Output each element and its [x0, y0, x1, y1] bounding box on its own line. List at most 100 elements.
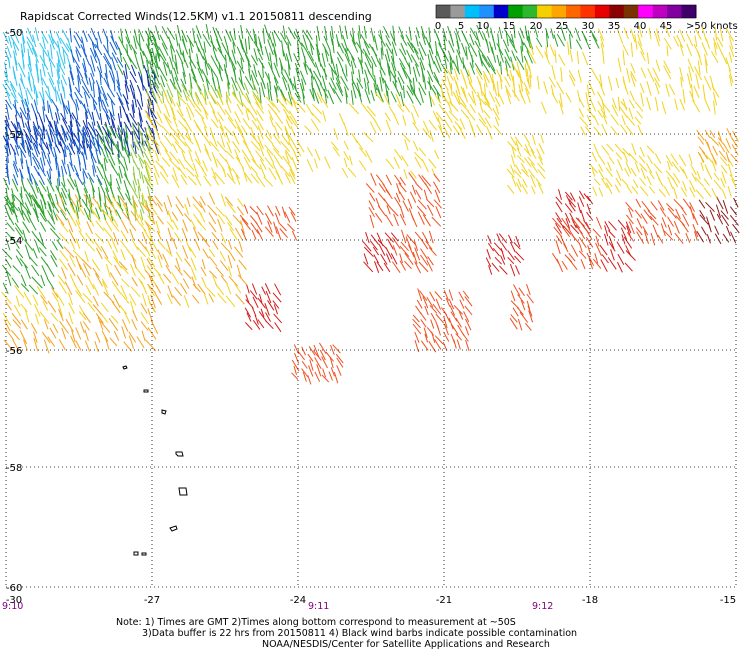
legend-swatch: [638, 5, 654, 18]
wind-barb: [261, 62, 264, 78]
wind-barb: [111, 164, 119, 176]
wind-barb: [117, 127, 121, 141]
wind-barb: [428, 247, 437, 257]
wind-barb: [61, 98, 69, 115]
wind-barb: [516, 147, 522, 157]
wind-barb: [182, 219, 188, 232]
wind-barb: [82, 168, 89, 179]
wind-barb: [511, 50, 517, 61]
wind-barb: [174, 141, 186, 154]
wind-barb: [248, 36, 251, 50]
wind-barb: [225, 281, 232, 295]
wind-barb: [400, 241, 409, 252]
wind-barb: [130, 44, 138, 55]
wind-barb: [284, 127, 291, 142]
wind-barb: [284, 172, 291, 184]
wind-barb: [663, 185, 671, 196]
wind-barb: [143, 64, 150, 79]
wind-barb: [458, 95, 467, 108]
wind-barb: [616, 261, 623, 273]
wind-barb: [47, 134, 53, 150]
wind-barb: [140, 256, 146, 270]
wind-barb: [488, 71, 494, 84]
wind-barb: [244, 53, 252, 68]
wind-barb: [281, 103, 291, 115]
wind-barb: [610, 114, 619, 126]
wind-barb: [641, 200, 650, 212]
wind-barb: [133, 200, 137, 213]
wind-barb: [227, 255, 233, 269]
wind-barb: [141, 293, 147, 307]
wind-barb: [5, 121, 8, 137]
wind-barb: [1, 264, 12, 277]
wind-barb: [555, 222, 563, 234]
wind-barb: [617, 96, 621, 112]
wind-barb: [421, 231, 429, 244]
wind-barb: [553, 226, 563, 238]
wind-barb: [257, 48, 264, 61]
wind-barb: [154, 292, 163, 306]
wind-barb: [51, 241, 58, 251]
wind-barb: [394, 196, 402, 209]
wind-barb: [385, 247, 393, 260]
wind-barb: [705, 201, 715, 213]
wind-barb: [577, 90, 581, 102]
wind-barb: [330, 141, 339, 151]
wind-barb: [108, 109, 116, 121]
wind-barb: [235, 156, 245, 169]
wind-barb: [374, 212, 383, 223]
wind-barb: [489, 41, 494, 54]
wind-barb: [169, 40, 176, 53]
wind-barb: [103, 178, 109, 193]
wind-barb: [64, 146, 67, 158]
wind-barb: [20, 202, 32, 216]
wind-barb: [324, 26, 328, 41]
wind-barb: [4, 132, 10, 145]
wind-barb: [206, 287, 216, 297]
wind-barb: [76, 200, 80, 212]
wind-barb: [192, 196, 203, 209]
wind-barb: [185, 134, 194, 145]
wind-barb: [336, 357, 344, 368]
wind-barb: [716, 36, 724, 48]
wind-barb: [83, 208, 90, 221]
wind-barb: [264, 226, 274, 237]
wind-barb: [570, 224, 580, 235]
wind-barb: [152, 69, 161, 85]
wind-speed-legend: 051015202530354045>50 knots: [435, 4, 738, 32]
wind-barb: [176, 128, 186, 140]
wind-barb: [452, 125, 461, 136]
wind-barb: [62, 104, 66, 120]
wind-barb: [48, 203, 53, 214]
wind-barb: [678, 154, 687, 167]
wind-barb: [153, 62, 160, 78]
wind-barb: [483, 94, 491, 109]
wind-barb: [455, 89, 461, 104]
wind-barb: [347, 167, 357, 178]
wind-barb: [527, 35, 534, 50]
wind-barb: [350, 90, 354, 105]
wind-barb: [204, 61, 208, 76]
wind-barb: [565, 218, 571, 229]
wind-barb: [388, 206, 399, 217]
wind-barb: [647, 68, 655, 83]
wind-barb: [75, 255, 82, 271]
wind-barb: [50, 44, 53, 60]
wind-barb: [296, 101, 306, 113]
wind-barb: [504, 48, 511, 62]
wind-barb: [47, 124, 55, 138]
wind-barb: [101, 313, 109, 323]
wind-barb: [691, 172, 697, 182]
wind-barb: [608, 156, 615, 165]
wind-barb: [577, 202, 582, 214]
wind-barb: [156, 215, 165, 225]
wind-barb: [209, 270, 218, 279]
wind-barb: [671, 161, 681, 173]
wind-barb: [701, 26, 708, 42]
wind-barb: [607, 76, 613, 91]
wind-barb: [273, 155, 282, 169]
wind-barb: [661, 101, 667, 115]
wind-barb: [87, 275, 95, 290]
wind-barb: [203, 107, 208, 120]
wind-barb: [386, 205, 391, 215]
